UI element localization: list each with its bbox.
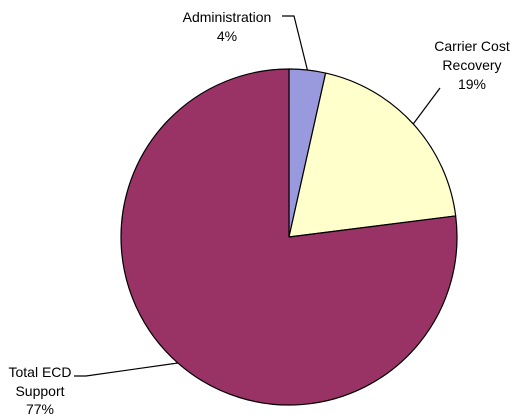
- label-administration-pct: 4%: [217, 28, 237, 44]
- svg-text:77%: 77%: [26, 401, 54, 417]
- svg-text:Administration: Administration: [183, 9, 272, 25]
- label-administration: Administration 4%: [183, 9, 272, 44]
- svg-text:Carrier Cost: Carrier Cost: [434, 38, 510, 54]
- svg-text:Support: Support: [15, 383, 64, 399]
- label-carrier-line1: Carrier Cost: [434, 38, 510, 54]
- label-carrier-cost-recovery: Carrier Cost Recovery 19%: [434, 38, 510, 92]
- label-carrier-line2: Recovery: [442, 57, 501, 73]
- label-carrier-pct: 19%: [458, 76, 486, 92]
- label-total-line2: Support: [15, 383, 64, 399]
- leader-lines: [74, 15, 441, 377]
- label-total-ecd-support: Total ECD Support 77%: [8, 364, 71, 417]
- slice-total-ecd-support: [120, 68, 458, 406]
- label-total-pct: 77%: [26, 401, 54, 417]
- pie-slices: [120, 68, 458, 406]
- svg-text:19%: 19%: [458, 76, 486, 92]
- leader-carrier-cost-recovery: [412, 87, 441, 125]
- svg-text:Total ECD: Total ECD: [8, 364, 71, 380]
- label-total-line1: Total ECD: [8, 364, 71, 380]
- svg-text:4%: 4%: [217, 28, 237, 44]
- slice-carrier-cost-recovery: [288, 72, 457, 238]
- label-administration-name: Administration: [183, 9, 272, 25]
- svg-text:Recovery: Recovery: [442, 57, 501, 73]
- leader-administration: [282, 15, 308, 71]
- leader-total-ecd-support: [74, 362, 178, 377]
